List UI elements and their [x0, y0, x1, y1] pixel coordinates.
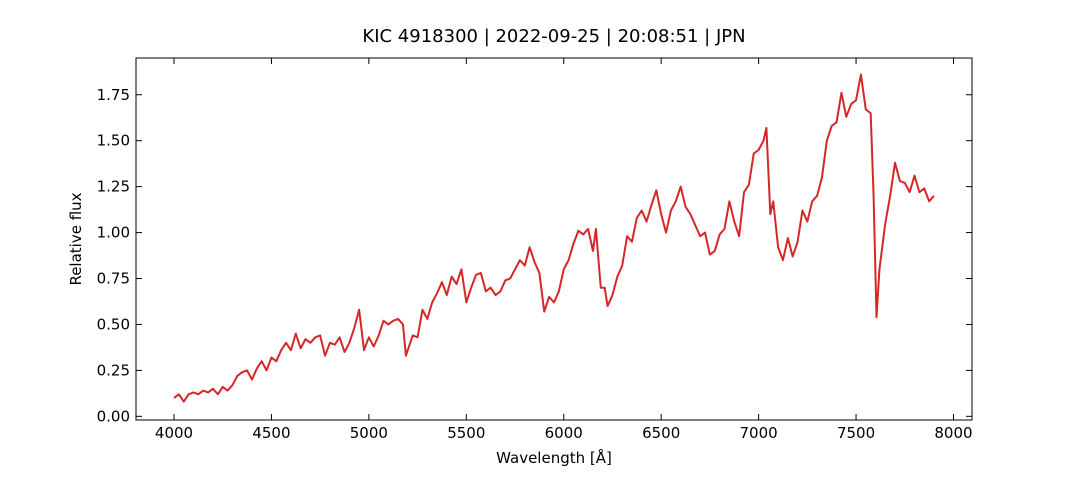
y-tick-label: 0.25 — [97, 361, 130, 379]
x-tick-label: 6000 — [545, 424, 583, 442]
y-axis-label: Relative flux — [67, 192, 85, 285]
x-tick-label: 7000 — [740, 424, 778, 442]
x-tick-label: 4000 — [155, 424, 193, 442]
x-tick-label: 7500 — [837, 424, 875, 442]
y-tick-label: 0.50 — [97, 315, 130, 333]
x-tick-label: 5000 — [350, 424, 388, 442]
y-tick-label: 1.75 — [97, 86, 130, 104]
x-axis-label: Wavelength [Å] — [496, 448, 612, 467]
y-tick-label: 1.50 — [97, 132, 130, 150]
y-tick-label: 0.00 — [97, 407, 130, 425]
y-tick-label: 1.25 — [97, 178, 130, 196]
x-tick-label: 8000 — [934, 424, 972, 442]
y-tick-label: 0.75 — [97, 270, 130, 288]
x-tick-label: 5500 — [447, 424, 485, 442]
plot-frame — [135, 57, 973, 421]
chart-title: KIC 4918300 | 2022-09-25 | 20:08:51 | JP… — [362, 26, 745, 47]
x-tick-label: 6500 — [642, 424, 680, 442]
x-tick-label: 4500 — [252, 424, 290, 442]
y-tick-label: 1.00 — [97, 224, 130, 242]
data-line — [173, 73, 935, 403]
